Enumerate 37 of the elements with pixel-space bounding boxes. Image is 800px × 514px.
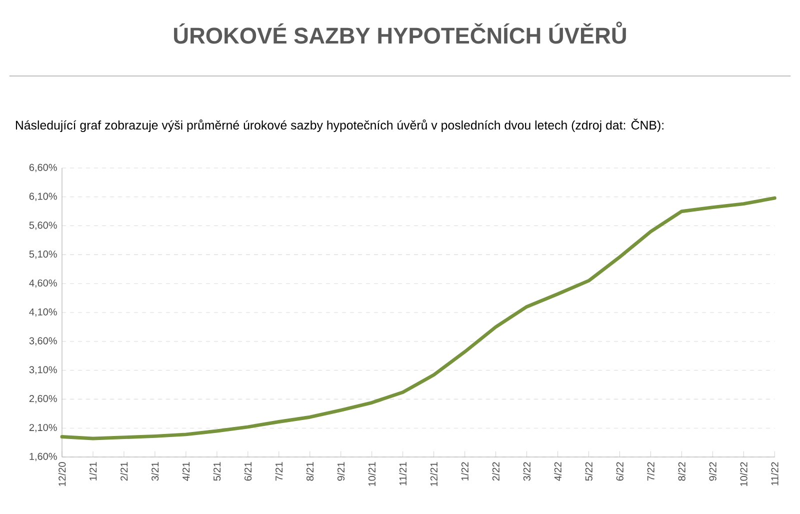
x-tick-label: 6/22 <box>616 462 624 481</box>
y-tick-label: 3,10% <box>29 366 57 374</box>
x-tick-label: 3/22 <box>523 462 530 481</box>
y-tick-label: 5,60% <box>29 222 57 230</box>
y-tick-label: 6,60% <box>29 164 57 172</box>
x-tick-label: 2/21 <box>120 462 128 481</box>
y-tick-label: 5,10% <box>29 250 57 259</box>
x-tick-label: 3/21 <box>151 462 159 481</box>
x-tick-label: 10/21 <box>368 462 376 486</box>
x-tick-label: 12/21 <box>430 462 438 486</box>
chart-title: ÚROKOVÉ SAZBY HYPOTEČNÍCH ÚVĚRŮ <box>174 22 626 44</box>
chart-subtitle: Následující graf zobrazuje výši průměrné úrokové sazby hypotečních úvěrů v posledních dvou letech (zdroj dat: ČNB): <box>16 118 664 132</box>
x-tick-label: 11/22 <box>771 462 778 486</box>
x-tick-label: 10/22 <box>740 462 748 486</box>
x-tick-label: 4/22 <box>554 462 562 481</box>
x-tick-label: 8/21 <box>306 462 314 481</box>
x-tick-label: 1/21 <box>89 462 97 480</box>
x-tick-label: 9/21 <box>337 462 345 481</box>
x-tick-label: 2/22 <box>492 462 500 481</box>
x-tick-label: 8/22 <box>678 462 686 481</box>
x-tick-label: 12/20 <box>58 462 66 486</box>
y-tick-label: 1,60% <box>30 452 57 462</box>
x-tick-label: 11/21 <box>399 462 407 486</box>
x-tick-label: 7/21 <box>275 462 283 481</box>
y-tick-label: 3,60% <box>29 337 57 346</box>
x-tick-label: 5/22 <box>585 462 592 481</box>
x-tick-label: 4/21 <box>182 462 190 481</box>
x-tick-label: 1/22 <box>461 462 468 480</box>
y-tick-label: 2,10% <box>29 424 57 432</box>
y-tick-label: 4,10% <box>29 308 57 317</box>
y-tick-label: 2,60% <box>29 395 57 404</box>
x-tick-label: 5/21 <box>213 462 221 481</box>
x-tick-label: 9/22 <box>709 462 716 481</box>
y-tick-label: 6,10% <box>29 192 57 202</box>
x-tick-label: 7/22 <box>647 462 654 481</box>
y-tick-label: 4,60% <box>29 279 57 288</box>
x-tick-label: 6/21 <box>244 462 252 481</box>
